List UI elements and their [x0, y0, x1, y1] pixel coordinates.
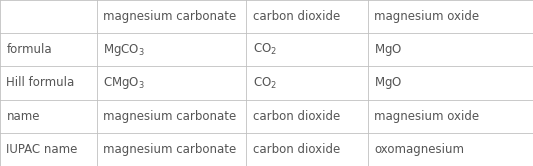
Text: $\mathregular{MgO}$: $\mathregular{MgO}$ [374, 42, 402, 58]
Text: carbon dioxide: carbon dioxide [253, 110, 340, 123]
Text: magnesium carbonate: magnesium carbonate [103, 110, 237, 123]
Text: carbon dioxide: carbon dioxide [253, 143, 340, 156]
Text: magnesium oxide: magnesium oxide [374, 10, 479, 23]
Text: magnesium carbonate: magnesium carbonate [103, 10, 237, 23]
Text: formula: formula [6, 43, 52, 56]
Text: carbon dioxide: carbon dioxide [253, 10, 340, 23]
Text: $\mathregular{MgCO_3}$: $\mathregular{MgCO_3}$ [103, 42, 145, 58]
Text: $\mathregular{CO_2}$: $\mathregular{CO_2}$ [253, 76, 277, 90]
Text: magnesium oxide: magnesium oxide [374, 110, 479, 123]
Text: Hill formula: Hill formula [6, 77, 75, 89]
Text: $\mathregular{CO_2}$: $\mathregular{CO_2}$ [253, 42, 277, 57]
Text: $\mathregular{MgO}$: $\mathregular{MgO}$ [374, 75, 402, 91]
Text: IUPAC name: IUPAC name [6, 143, 78, 156]
Text: oxomagnesium: oxomagnesium [374, 143, 464, 156]
Text: magnesium carbonate: magnesium carbonate [103, 143, 237, 156]
Text: $\mathregular{CMgO_3}$: $\mathregular{CMgO_3}$ [103, 75, 145, 91]
Text: name: name [6, 110, 40, 123]
